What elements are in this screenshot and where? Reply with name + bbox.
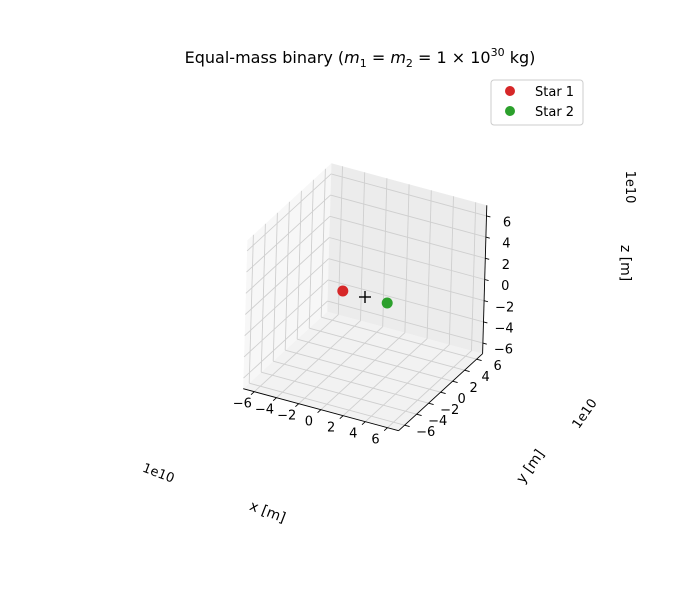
z-tick-label-0: −6 bbox=[494, 343, 513, 358]
x-tick-1 bbox=[272, 397, 277, 402]
z-tick-4 bbox=[485, 257, 490, 260]
grid-floor-y-4 bbox=[297, 338, 453, 382]
grid-left-z-6 bbox=[246, 173, 332, 252]
grid-floor-x-5 bbox=[364, 344, 450, 423]
z-tick-1 bbox=[483, 321, 488, 324]
chart-legend: Star 1 Star 2 bbox=[490, 79, 584, 126]
z-tick-6 bbox=[486, 215, 491, 218]
grid-left-y-4 bbox=[296, 190, 302, 340]
chart-title-eq1: = bbox=[367, 48, 391, 67]
x-tick-3 bbox=[317, 409, 322, 414]
grid-floor-y-3 bbox=[285, 349, 441, 393]
grid-back-z-6 bbox=[330, 173, 487, 217]
legend-label-star-2: Star 2 bbox=[535, 105, 574, 120]
y-tick-5 bbox=[464, 369, 470, 372]
chart-title-unit: kg) bbox=[505, 48, 536, 67]
x-tick-5 bbox=[361, 421, 366, 426]
y-tick-label-5: 4 bbox=[482, 370, 490, 385]
legend-marker-star-2 bbox=[505, 106, 515, 116]
y-tick-6 bbox=[476, 358, 482, 361]
y-axis-offset: 1e10 bbox=[570, 396, 601, 431]
chart-title-m2: m bbox=[390, 48, 406, 67]
y-tick-2 bbox=[428, 402, 434, 405]
grid-floor-y-5 bbox=[309, 327, 465, 371]
chart-title-m2-sub: 2 bbox=[406, 57, 413, 70]
z-tick-label-1: −4 bbox=[494, 321, 513, 336]
x-tick-label-0: −6 bbox=[233, 397, 252, 412]
x-tick-4 bbox=[339, 415, 344, 420]
y-tick-label-4: 2 bbox=[470, 381, 478, 396]
grid-back-z-4 bbox=[329, 215, 486, 259]
z-tick-3 bbox=[484, 279, 489, 281]
z-tick-label-3: 0 bbox=[501, 279, 509, 294]
chart-title-m1-sub: 1 bbox=[360, 57, 367, 70]
z-tick-label-5: 4 bbox=[502, 237, 510, 252]
grid-back-x-5 bbox=[448, 196, 454, 345]
z-axis-offset: 1e10 bbox=[622, 171, 637, 204]
chart-title-eq2: = 1 × 10 bbox=[413, 48, 491, 67]
grid-back-x-4 bbox=[426, 190, 432, 339]
axes-grid bbox=[243, 166, 487, 429]
grid-floor-x-4 bbox=[342, 338, 428, 417]
z-axis-label: z [m] bbox=[617, 245, 633, 281]
x-tick-label-2: −2 bbox=[277, 409, 296, 424]
grid-left-y-6 bbox=[320, 168, 326, 318]
grid-left-z-5 bbox=[246, 194, 331, 273]
y-tick-label-6: 6 bbox=[494, 359, 502, 374]
x-tick-label-5: 4 bbox=[349, 427, 357, 442]
grid-left-z-4 bbox=[245, 215, 331, 294]
z-tick-5 bbox=[485, 236, 490, 239]
grid-left-z-3 bbox=[244, 237, 330, 315]
grid-back-x-6 bbox=[471, 202, 477, 351]
x-tick-label-1: −4 bbox=[255, 403, 274, 418]
grid-floor-x-6 bbox=[387, 350, 472, 429]
y-axis-label: y [m] bbox=[513, 447, 547, 487]
axes-panes bbox=[243, 163, 487, 431]
grid-back-z-3 bbox=[329, 237, 485, 280]
z-tick-label-6: 6 bbox=[503, 215, 511, 230]
y-tick-label-2: −2 bbox=[440, 403, 459, 418]
y-tick-0 bbox=[404, 424, 410, 427]
grid-left-y-5 bbox=[308, 179, 314, 329]
chart-title-prefix: Equal-mass binary ( bbox=[185, 48, 345, 67]
x-tick-6 bbox=[383, 427, 388, 432]
x-tick-label-4: 2 bbox=[327, 421, 335, 436]
legend-label-star-1: Star 1 bbox=[535, 85, 574, 100]
z-tick-2 bbox=[483, 300, 489, 303]
y-tick-label-3: 0 bbox=[458, 392, 466, 407]
z-tick-0 bbox=[482, 342, 487, 345]
x-tick-label-3: 0 bbox=[305, 415, 313, 430]
chart-title-m1: m bbox=[344, 48, 360, 67]
point-star-2-0 bbox=[381, 297, 393, 309]
z-tick-label-4: 2 bbox=[502, 258, 510, 273]
chart-marks bbox=[337, 285, 393, 309]
x-axis-label: x [m] bbox=[247, 498, 288, 526]
y-tick-3 bbox=[440, 391, 446, 394]
y-tick-label-1: −4 bbox=[428, 414, 447, 429]
y-tick-4 bbox=[452, 380, 458, 383]
chart-title-exp: 30 bbox=[491, 46, 505, 59]
chart-title: Equal-mass binary (m1 = m2 = 1 × 1030 kg… bbox=[185, 46, 536, 70]
x-tick-label-6: 6 bbox=[371, 433, 379, 448]
z-tick-label-2: −2 bbox=[495, 300, 514, 315]
y-tick-1 bbox=[416, 413, 422, 416]
x-tick-0 bbox=[250, 391, 255, 396]
legend-marker-star-1 bbox=[505, 86, 515, 96]
point-star-1-0 bbox=[337, 285, 349, 297]
x-axis-offset: 1e10 bbox=[140, 461, 176, 487]
x-tick-2 bbox=[295, 403, 300, 408]
grid-back-z-5 bbox=[330, 194, 487, 238]
y-tick-label-0: −6 bbox=[416, 425, 435, 440]
grid-floor-y-6 bbox=[321, 316, 477, 360]
